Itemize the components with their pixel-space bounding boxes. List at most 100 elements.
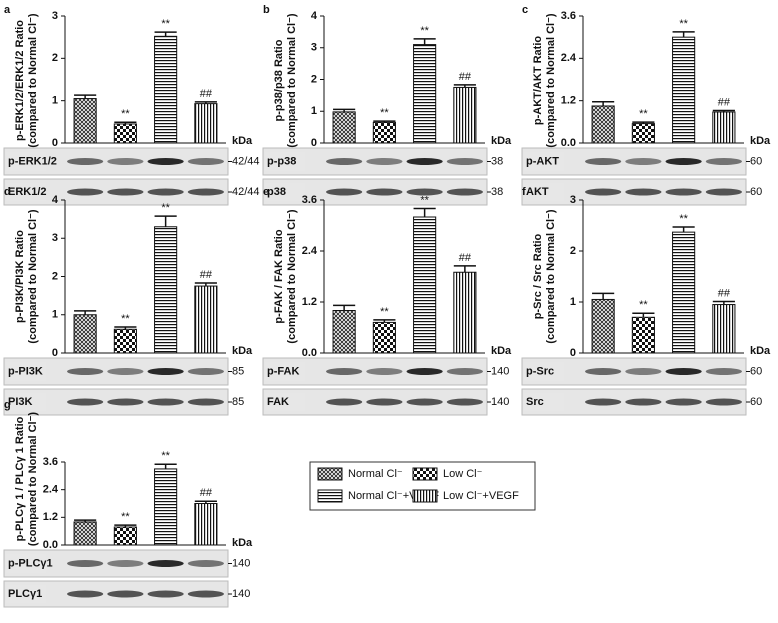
significance-label: ** [380, 107, 389, 119]
bar [332, 310, 356, 354]
y-tick-label: 3 [52, 10, 58, 22]
y-tick-label: 2.4 [43, 484, 59, 496]
bar [194, 503, 218, 546]
blot-label-bg [265, 183, 306, 201]
blot-band [406, 158, 443, 165]
blot-band [705, 368, 742, 375]
y-tick-label: 3 [52, 232, 58, 244]
significance-label: ** [161, 202, 170, 214]
blot-label-bg [6, 393, 47, 411]
y-tick-label: 1 [311, 105, 317, 117]
significance-label: ** [679, 18, 688, 30]
blot-band [147, 158, 184, 165]
legend-swatch [412, 489, 438, 503]
blot-band [625, 368, 662, 375]
y-tick-label: 3 [311, 42, 317, 54]
blot-band [67, 368, 104, 375]
panel-letter: a [4, 4, 11, 16]
bar [113, 526, 137, 546]
blot-label-bg [265, 152, 306, 171]
blot-label-bg [6, 362, 47, 381]
blot-label-bg [524, 152, 565, 171]
blot-label: p-PLCγ1 [8, 557, 53, 569]
y-axis-label: (compared to Normal Cl⁻) [545, 13, 557, 147]
panel-letter: d [4, 186, 11, 198]
blot-band [665, 188, 702, 196]
blot-band [446, 398, 483, 406]
y-axis-label: (compared to Normal Cl⁻) [286, 13, 298, 147]
blot-band [585, 158, 622, 165]
blot-band [107, 158, 144, 165]
y-tick-label: 2 [52, 52, 58, 64]
kda-label: kDa [750, 345, 771, 357]
blot-label-bg [265, 393, 306, 411]
y-tick-label: 1 [570, 296, 576, 308]
blot-band [147, 398, 184, 406]
blot-band [67, 590, 104, 598]
blot-band [625, 188, 662, 196]
significance-label: ** [121, 511, 130, 523]
y-tick-label: 2.4 [561, 52, 577, 64]
blot-label-bg [524, 183, 565, 201]
blot-band [187, 590, 224, 598]
bar [73, 521, 97, 546]
blot-label: p-Src [526, 365, 554, 377]
bar [712, 111, 736, 144]
legend-label: Low Cl⁻ [443, 468, 483, 480]
bar [413, 216, 437, 354]
significance-label: ** [639, 108, 648, 120]
blot-band [665, 368, 702, 375]
blot-label-bg [524, 362, 565, 381]
y-tick-label: 0.0 [43, 539, 58, 551]
blot-label-bg [265, 362, 306, 381]
panel-letter: c [522, 4, 528, 16]
blot-band [326, 398, 363, 406]
bar [712, 304, 736, 354]
y-axis-label: p-PI3K/PI3K Ratio [14, 230, 26, 323]
y-tick-label: 2 [52, 270, 58, 282]
blot-label: PI3K [8, 396, 33, 408]
bar [453, 86, 477, 144]
kda-value: 38 [491, 155, 503, 167]
blot-label: p-PI3K [8, 365, 43, 377]
blot-band [67, 188, 104, 196]
y-axis-label: p-p38/p38 Ratio [273, 39, 285, 121]
bar [154, 226, 178, 354]
panel-letter: e [263, 186, 269, 198]
y-tick-label: 3.6 [302, 194, 317, 206]
panel-letter: b [263, 4, 270, 16]
bar [672, 36, 696, 144]
significance-label: ** [679, 213, 688, 225]
kda-value: 60 [750, 396, 762, 408]
kda-value: 42/44 [232, 186, 260, 198]
blot-label: p-AKT [526, 155, 559, 167]
kda-value: 140 [232, 588, 250, 600]
legend-box [309, 461, 536, 511]
y-tick-label: 2.4 [302, 245, 318, 257]
y-axis-label: (compared to Normal Cl⁻) [545, 209, 557, 343]
kda-label: kDa [232, 345, 253, 357]
blot-label-bg [6, 152, 47, 171]
kda-value: 60 [750, 155, 762, 167]
y-axis-label: p-PLCγ 1 / PLCγ 1 Ratio [14, 416, 26, 541]
blot-band [147, 590, 184, 598]
blot-label-bg [524, 393, 565, 411]
blot-band [406, 398, 443, 406]
blot-band [187, 368, 224, 375]
significance-label: ** [161, 450, 170, 462]
bar [453, 271, 477, 354]
blot-band [406, 368, 443, 375]
y-tick-label: 1.2 [561, 95, 576, 107]
y-tick-label: 1 [52, 95, 58, 107]
y-tick-label: 4 [52, 194, 59, 206]
blot-label: p-ERK1/2 [8, 155, 57, 167]
bar [113, 123, 137, 144]
y-tick-label: 0 [52, 347, 58, 359]
significance-label: ** [380, 306, 389, 318]
y-axis-label: (compared to Normal Cl⁻) [27, 412, 39, 546]
blot-band [406, 188, 443, 196]
blot-band [107, 590, 144, 598]
bar [194, 103, 218, 144]
bar [631, 123, 655, 144]
blot-band [187, 188, 224, 196]
